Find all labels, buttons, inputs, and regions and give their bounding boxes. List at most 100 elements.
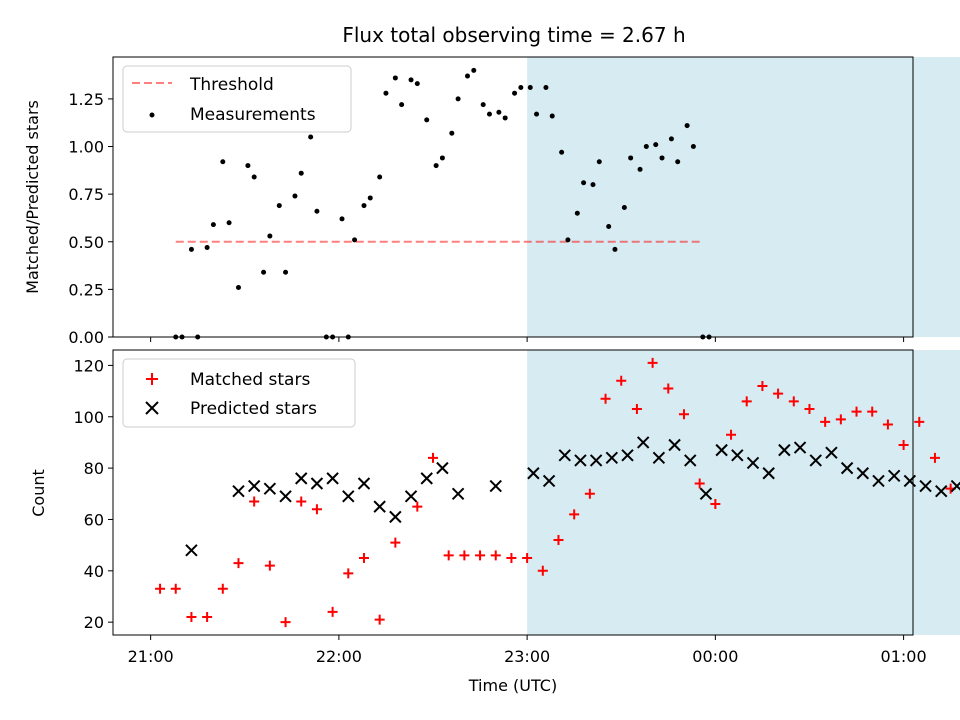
matched-star-point <box>804 404 815 415</box>
matched-star-point <box>678 409 689 420</box>
measurement-point <box>383 90 389 96</box>
measurement-point <box>408 77 414 83</box>
predicted-star-point <box>247 479 261 493</box>
predicted-star-point <box>872 474 885 488</box>
predicted-star-point <box>887 469 901 483</box>
top-y-tick-label: 0.50 <box>68 233 104 252</box>
measurement-point <box>276 203 282 209</box>
matched-star-point <box>835 414 846 425</box>
matched-star-point <box>631 404 642 415</box>
matched-star-point <box>663 383 674 394</box>
matched-star-point <box>584 488 595 499</box>
matched-star-point <box>569 509 580 520</box>
top-axes-frame <box>112 56 914 338</box>
bottom-y-tick-label: 40 <box>84 562 104 581</box>
observing-window-band-top <box>527 57 960 337</box>
predicted-star-point <box>919 479 932 493</box>
predicted-star-point <box>436 461 449 475</box>
measurement-point <box>377 174 383 180</box>
measurement-point <box>399 102 405 108</box>
bottom-legend-box <box>122 358 356 428</box>
measurement-point <box>465 73 471 79</box>
matched-star-point <box>233 558 244 569</box>
measurement-point <box>439 155 445 161</box>
measurement-point <box>188 246 194 252</box>
bottom-y-axis-label: Count <box>29 469 48 517</box>
predicted-star-point <box>279 490 292 503</box>
predicted-star-point <box>825 446 838 459</box>
predicted-star-point <box>326 472 339 485</box>
measurement-point <box>518 84 524 90</box>
bottom-y-ticks: 20 40 60 80 100 120 <box>73 356 113 632</box>
measurement-point <box>653 142 659 148</box>
measurement-point <box>565 237 571 243</box>
measurement-point <box>502 115 508 121</box>
measurement-point <box>690 144 696 150</box>
measurement-point <box>283 269 289 275</box>
predicted-legend-label: Predicted stars <box>190 399 317 419</box>
measurement-point <box>455 96 461 102</box>
predicted-star-point <box>357 477 371 490</box>
matched-star-point <box>522 552 533 563</box>
matched-star-point <box>327 606 338 617</box>
predicted-star-point <box>420 472 433 485</box>
matched-star-point <box>490 550 501 561</box>
matched-star-point <box>264 560 275 571</box>
matched-star-point <box>343 568 354 579</box>
top-panel: 0.00 0.25 0.50 0.75 1.00 1.25 Matched/Predict… <box>23 56 960 347</box>
matched-star-point <box>788 396 799 407</box>
x-tick-label: 00:00 <box>692 647 738 666</box>
predicted-star-point <box>558 449 571 462</box>
predicted-star-point <box>840 461 854 475</box>
measurement-point <box>559 149 565 155</box>
measurement-point <box>414 81 420 87</box>
predicted-star-point <box>856 467 870 480</box>
measurement-point <box>486 111 492 117</box>
matched-star-point <box>374 614 385 625</box>
x-tick-label: 22:00 <box>316 647 362 666</box>
measurement-point <box>496 109 502 115</box>
measurement-point <box>675 159 681 165</box>
predicted-star-point <box>903 474 917 488</box>
threshold-legend-label: Threshold <box>189 75 274 95</box>
measurement-point <box>643 144 649 150</box>
chart-title: Flux total observing time = 2.67 h <box>342 23 685 47</box>
matched-star-point <box>296 496 307 507</box>
matched-star-point <box>694 478 705 489</box>
matched-star-point <box>170 583 181 594</box>
predicted-star-point <box>527 467 540 480</box>
predicted-star-point <box>185 544 198 557</box>
predicted-star-point <box>404 490 418 503</box>
top-y-tick-label: 1.25 <box>68 90 104 109</box>
top-y-ticks: 0.00 0.25 0.50 0.75 1.00 1.25 <box>68 90 113 347</box>
x-tick-label: 23:00 <box>504 647 550 666</box>
matched-star-point <box>600 393 611 404</box>
top-y-tick-label: 1.00 <box>68 138 104 157</box>
matched-star-point <box>929 452 940 463</box>
predicted-star-point <box>746 456 760 470</box>
matched-star-point <box>443 550 454 561</box>
matched-star-point <box>741 396 752 407</box>
matched-star-point <box>280 617 291 628</box>
matched-star-point <box>553 535 564 545</box>
measurement-point <box>204 244 210 250</box>
matched-star-point <box>616 375 627 386</box>
matched-star-point <box>851 406 862 417</box>
measurement-point <box>668 136 674 142</box>
measurement-point <box>235 284 241 290</box>
predicted-star-point <box>342 490 355 503</box>
predicted-star-point <box>389 510 402 524</box>
measurement-point <box>298 170 304 176</box>
bottom-legend: Matched stars Predicted stars <box>122 358 356 428</box>
matched-star-point <box>647 357 658 368</box>
predicted-star-point <box>310 477 324 490</box>
predicted-star-point <box>489 479 502 493</box>
measurement-point <box>314 208 320 214</box>
predicted-star-point <box>731 449 744 462</box>
measurement-point <box>612 246 618 252</box>
matched-star-point <box>726 429 737 440</box>
measurement-point <box>352 237 358 243</box>
measurement-point <box>251 174 257 180</box>
measurement-point <box>267 233 273 239</box>
